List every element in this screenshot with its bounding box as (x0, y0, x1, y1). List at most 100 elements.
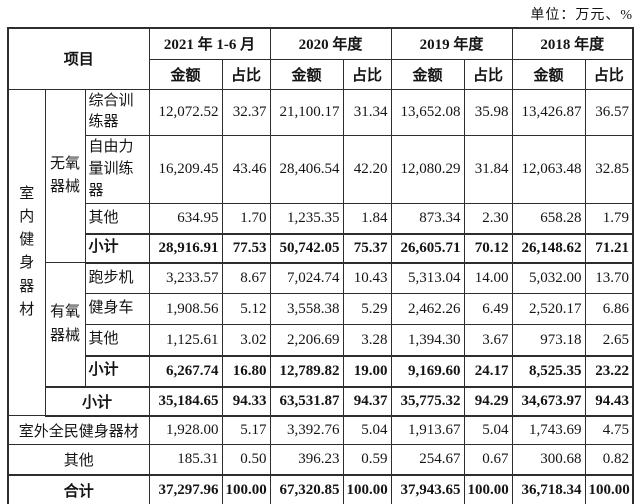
amount-cell: 21,100.17 (269, 88, 344, 136)
amount-cell: 3,558.38 (269, 293, 344, 326)
period-header-2018: 2018 年度 (511, 27, 634, 60)
ratio-column-header: 占比 (221, 58, 271, 90)
amount-cell: 1,908.56 (148, 293, 223, 326)
amount-cell: 12,789.82 (269, 354, 344, 388)
table-row: 有氧器械 跑步机 3,233.57 8.67 7,024.74 10.43 5,… (8, 262, 634, 388)
amount-cell: 5,032.00 (511, 262, 586, 295)
amount-cell: 7,024.74 (269, 262, 344, 295)
ratio-cell: 3.67 (463, 324, 513, 357)
ratio-cell: 36.57 (584, 88, 634, 136)
ratio-cell: 0.59 (342, 444, 392, 476)
row-label: 小计 (44, 385, 150, 417)
ratio-cell: 10.43 (342, 262, 392, 295)
amount-cell: 1,235.35 (269, 203, 344, 235)
period-header-2021: 2021 年 1-6 月 (148, 27, 271, 60)
ratio-cell: 100.00 (221, 473, 271, 504)
table-row: 其他 1,125.61 3.02 2,206.69 3.28 1,394.30 … (8, 324, 634, 357)
ratio-cell: 5.17 (221, 415, 271, 446)
ratio-cell: 13.70 (584, 262, 634, 295)
amount-cell: 26,605.71 (390, 232, 465, 264)
row-label: 小计 (84, 354, 150, 388)
row-label: 跑步机 (84, 262, 150, 295)
amount-cell: 35,184.65 (148, 385, 223, 417)
amount-cell: 13,426.87 (511, 88, 586, 136)
amount-cell: 8,525.35 (511, 354, 586, 388)
ratio-column-header: 占比 (584, 58, 634, 90)
row-label: 自由力量训练器 (84, 134, 150, 205)
amount-cell: 3,233.57 (148, 262, 223, 295)
ratio-cell: 100.00 (342, 473, 392, 504)
revenue-breakdown-table: 项目 2021 年 1-6 月 2020 年度 2019 年度 2018 年度 … (7, 27, 635, 504)
amount-cell: 658.28 (511, 203, 586, 235)
amount-cell: 1,394.30 (390, 324, 465, 357)
amount-cell: 396.23 (269, 444, 344, 476)
ratio-cell: 94.37 (342, 385, 392, 417)
ratio-cell: 3.28 (342, 324, 392, 357)
ratio-cell: 4.75 (584, 415, 634, 446)
ratio-cell: 0.50 (221, 444, 271, 476)
amount-cell: 16,209.45 (148, 134, 223, 205)
ratio-cell: 94.33 (221, 385, 271, 417)
ratio-cell: 100.00 (584, 473, 634, 504)
ratio-cell: 24.17 (463, 354, 513, 388)
ratio-cell: 1.70 (221, 203, 271, 235)
ratio-cell: 2.30 (463, 203, 513, 235)
amount-column-header: 金额 (148, 58, 223, 90)
row-outdoor-equipment: 室外全民健身器材 1,928.00 5.17 3,392.76 5.04 1,9… (7, 415, 634, 446)
amount-cell: 185.31 (148, 444, 223, 476)
amount-column-header: 金额 (511, 58, 586, 90)
amount-cell: 2,206.69 (269, 324, 344, 357)
amount-cell: 12,063.48 (511, 134, 586, 205)
amount-cell: 9,169.60 (390, 354, 465, 388)
ratio-column-header: 占比 (342, 58, 392, 90)
ratio-cell: 31.34 (342, 88, 392, 136)
ratio-cell: 43.46 (221, 134, 271, 205)
header-row-measures: 金额 占比 金额 占比 金额 占比 金额 占比 (8, 58, 634, 90)
category-anaerobic: 无氧器械 (44, 88, 86, 264)
ratio-cell: 31.84 (463, 134, 513, 205)
ratio-cell: 1.84 (342, 203, 392, 235)
amount-cell: 873.34 (390, 203, 465, 235)
amount-cell: 300.68 (511, 444, 586, 476)
amount-cell: 1,913.67 (390, 415, 465, 446)
row-label: 其他 (84, 203, 150, 235)
ratio-cell: 3.02 (221, 324, 271, 357)
ratio-cell: 5.29 (342, 293, 392, 326)
ratio-cell: 16.80 (221, 354, 271, 388)
amount-cell: 634.95 (148, 203, 223, 235)
amount-cell: 1,125.61 (148, 324, 223, 357)
ratio-cell: 5.04 (342, 415, 392, 446)
amount-cell: 28,916.91 (148, 232, 223, 264)
row-label: 合计 (7, 473, 150, 504)
ratio-cell: 1.79 (584, 203, 634, 235)
amount-cell: 67,320.85 (269, 473, 344, 504)
ratio-cell: 35.98 (463, 88, 513, 136)
row-label: 小计 (84, 232, 150, 264)
ratio-cell: 70.12 (463, 232, 513, 264)
ratio-cell: 32.85 (584, 134, 634, 205)
ratio-cell: 14.00 (463, 262, 513, 295)
ratio-cell: 5.12 (221, 293, 271, 326)
ratio-cell: 71.21 (584, 232, 634, 264)
amount-cell: 1,743.69 (511, 415, 586, 446)
header-row-periods: 项目 2021 年 1-6 月 2020 年度 2019 年度 2018 年度 (7, 27, 634, 90)
amount-cell: 3,392.76 (269, 415, 344, 446)
amount-cell: 63,531.87 (269, 385, 344, 417)
ratio-cell: 0.82 (584, 444, 634, 476)
amount-cell: 13,652.08 (390, 88, 465, 136)
ratio-cell: 42.20 (342, 134, 392, 205)
amount-cell: 34,673.97 (511, 385, 586, 417)
amount-cell: 35,775.32 (390, 385, 465, 417)
subtotal-row-anaerobic: 小计 28,916.91 77.53 50,742.05 75.37 26,60… (8, 232, 634, 264)
ratio-cell: 5.04 (463, 415, 513, 446)
ratio-cell: 6.49 (463, 293, 513, 326)
unit-note: 单位：万元、% (530, 8, 633, 23)
amount-cell: 36,718.34 (511, 473, 586, 504)
table-row: 室内健身器材 无氧器械 综合训练器 12,072.52 32.37 21,100… (7, 88, 634, 417)
item-column-header: 项目 (7, 27, 150, 90)
category-indoor-equipment: 室内健身器材 (7, 88, 46, 417)
amount-column-header: 金额 (269, 58, 344, 90)
category-aerobic: 有氧器械 (44, 262, 86, 388)
subtotal-row-aerobic: 小计 6,267.74 16.80 12,789.82 19.00 9,169.… (8, 354, 634, 388)
